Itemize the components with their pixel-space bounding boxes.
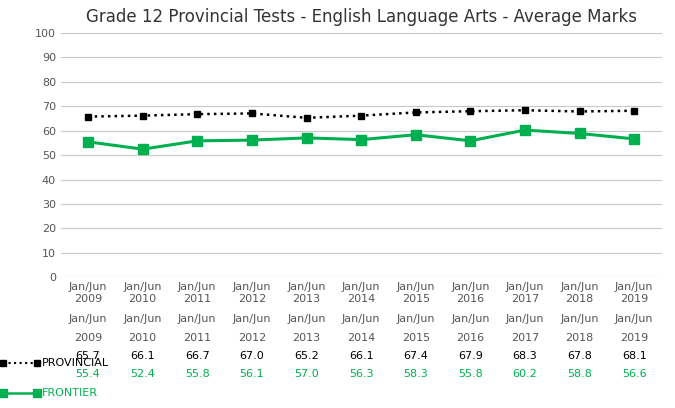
Text: PROVINCIAL: PROVINCIAL: [42, 358, 109, 368]
Title: Grade 12 Provincial Tests - English Language Arts - Average Marks: Grade 12 Provincial Tests - English Lang…: [86, 7, 637, 26]
Text: FRONTIER: FRONTIER: [42, 388, 98, 398]
